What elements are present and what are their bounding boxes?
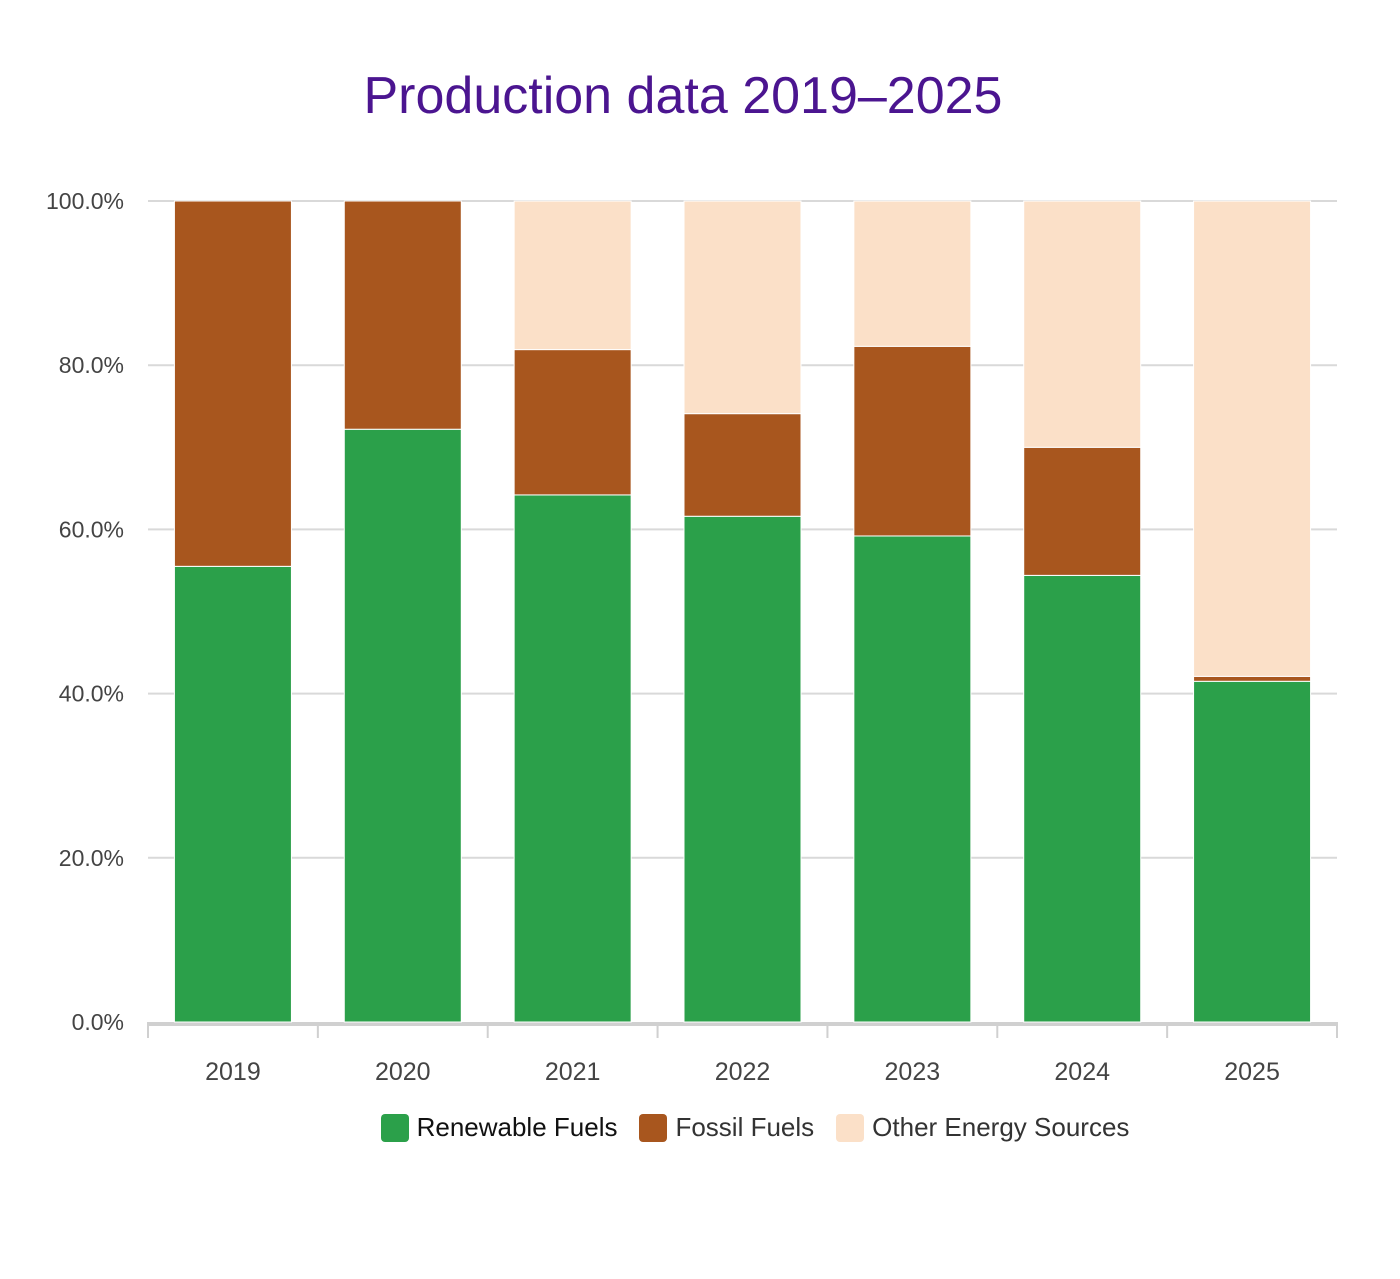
y-tick-label: 100.0%: [46, 188, 124, 214]
legend-item-fossil[interactable]: Fossil Fuels: [639, 1112, 814, 1143]
x-tick-label: 2022: [715, 1058, 771, 1086]
bar-segment-other-energy-sources: [1023, 200, 1142, 448]
bar-segment-renewable-fuels: [683, 515, 802, 1023]
bar-segment-fossil-fuels: [1023, 446, 1142, 576]
legend-label-renewable: Renewable Fuels: [416, 1112, 618, 1142]
y-tick-label: 20.0%: [59, 845, 124, 871]
bar-segment-fossil-fuels: [683, 413, 802, 517]
chart-title: Production data 2019–2025: [363, 67, 1003, 125]
bar-segment-other-energy-sources: [853, 200, 972, 347]
x-tick-label: 2020: [375, 1058, 431, 1086]
legend: Renewable Fuels Fossil Fuels Other Energ…: [0, 1112, 1400, 1143]
x-tick-label: 2019: [205, 1058, 261, 1086]
bar-segment-renewable-fuels: [853, 535, 972, 1023]
y-tick-label: 60.0%: [59, 516, 124, 542]
legend-label-fossil: Fossil Fuels: [675, 1112, 815, 1142]
x-tick-label: 2025: [1224, 1058, 1280, 1086]
bar-segment-fossil-fuels: [1193, 675, 1312, 682]
legend-label-other: Other Energy Sources: [872, 1112, 1130, 1142]
legend-swatch-fossil: [639, 1113, 668, 1142]
legend-swatch-other: [836, 1113, 865, 1142]
x-tick-label: 2021: [545, 1058, 601, 1086]
legend-swatch-renewable: [380, 1113, 409, 1142]
bar-segment-renewable-fuels: [1193, 680, 1312, 1023]
bar-segment-renewable-fuels: [343, 428, 462, 1023]
bar-segment-renewable-fuels: [1023, 574, 1142, 1023]
bar-segment-fossil-fuels: [173, 200, 292, 567]
x-tick-label: 2024: [1054, 1058, 1110, 1086]
bar-segment-other-energy-sources: [1193, 200, 1312, 677]
y-tick-label: 0.0%: [72, 1009, 124, 1035]
bar-segment-other-energy-sources: [513, 200, 632, 351]
plot-area: 0.0% 20.0% 40.0% 60.0% 80.0% 100.0% 2019 2020 20…: [46, 188, 1338, 1086]
x-tick-label: 2023: [885, 1058, 941, 1086]
bar-segment-fossil-fuels: [853, 345, 972, 537]
bar-segment-other-energy-sources: [683, 200, 802, 415]
bar-segment-fossil-fuels: [513, 349, 632, 496]
legend-item-other[interactable]: Other Energy Sources: [836, 1112, 1129, 1143]
y-tick-label: 40.0%: [59, 681, 124, 707]
y-tick-label: 80.0%: [59, 352, 124, 378]
bar-segment-renewable-fuels: [173, 565, 292, 1023]
bar-segment-fossil-fuels: [343, 200, 462, 430]
legend-item-renewable[interactable]: Renewable Fuels: [380, 1112, 618, 1143]
bar-segment-renewable-fuels: [513, 494, 632, 1023]
